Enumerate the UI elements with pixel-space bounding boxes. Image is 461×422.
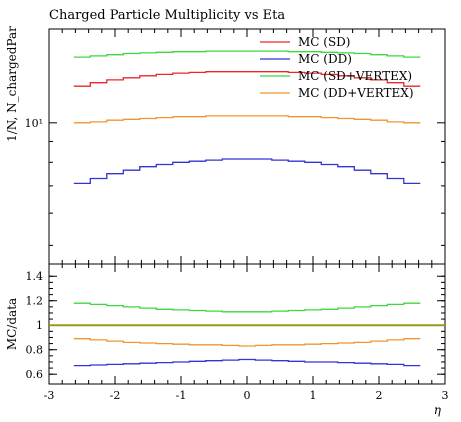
x-tick-label: -3: [44, 389, 55, 402]
series-line-1: [73, 158, 421, 185]
top-panel: 10¹: [25, 28, 446, 265]
legend-label-2: MC (SD+VERTEX): [298, 69, 412, 83]
top-y-axis-label: 1/N, N_chargedPar: [5, 26, 19, 142]
x-axis-label: η: [434, 403, 442, 417]
x-tick-label: 1: [310, 389, 317, 402]
legend-label-0: MC (SD): [298, 35, 351, 49]
y-tick-label: 10¹: [25, 117, 43, 130]
series-line-3: [73, 115, 421, 124]
top-frame: [48, 28, 446, 265]
y-tick-label: 0.6: [26, 368, 44, 381]
y-tick-label: 1.4: [26, 270, 44, 283]
series-line-0: [73, 71, 421, 87]
x-tick-label: 0: [244, 389, 251, 402]
legend-label-1: MC (DD): [298, 52, 352, 66]
axis-labels: 1/N, N_chargedPar MC/data η: [5, 26, 442, 417]
ratio-series-line-0: [73, 302, 421, 313]
ratio-frame: [48, 263, 446, 385]
chart-title: Charged Particle Multiplicity vs Eta: [49, 8, 285, 23]
x-tick-label: -1: [176, 389, 187, 402]
legend-label-3: MC (DD+VERTEX): [298, 86, 414, 100]
y-tick-label: 0.8: [26, 344, 44, 357]
y-tick-label: 1: [36, 319, 43, 332]
ratio-y-axis-label: MC/data: [5, 298, 19, 350]
legend: MC (SD) MC (DD) MC (SD+VERTEX) MC (DD+VERTE…: [260, 35, 414, 100]
x-tick-label: 3: [442, 389, 449, 402]
series-line-2: [73, 50, 421, 58]
ratio-panel: 0.6 0.8 1 1.2 1.4 -3 -2 -1 0 1 2 3: [26, 263, 449, 402]
ratio-series-line-2: [73, 358, 421, 367]
x-tick-label: 2: [376, 389, 383, 402]
y-tick-label: 1.2: [26, 295, 44, 308]
x-tick-label: -2: [110, 389, 121, 402]
ratio-series-line-1: [73, 338, 421, 347]
